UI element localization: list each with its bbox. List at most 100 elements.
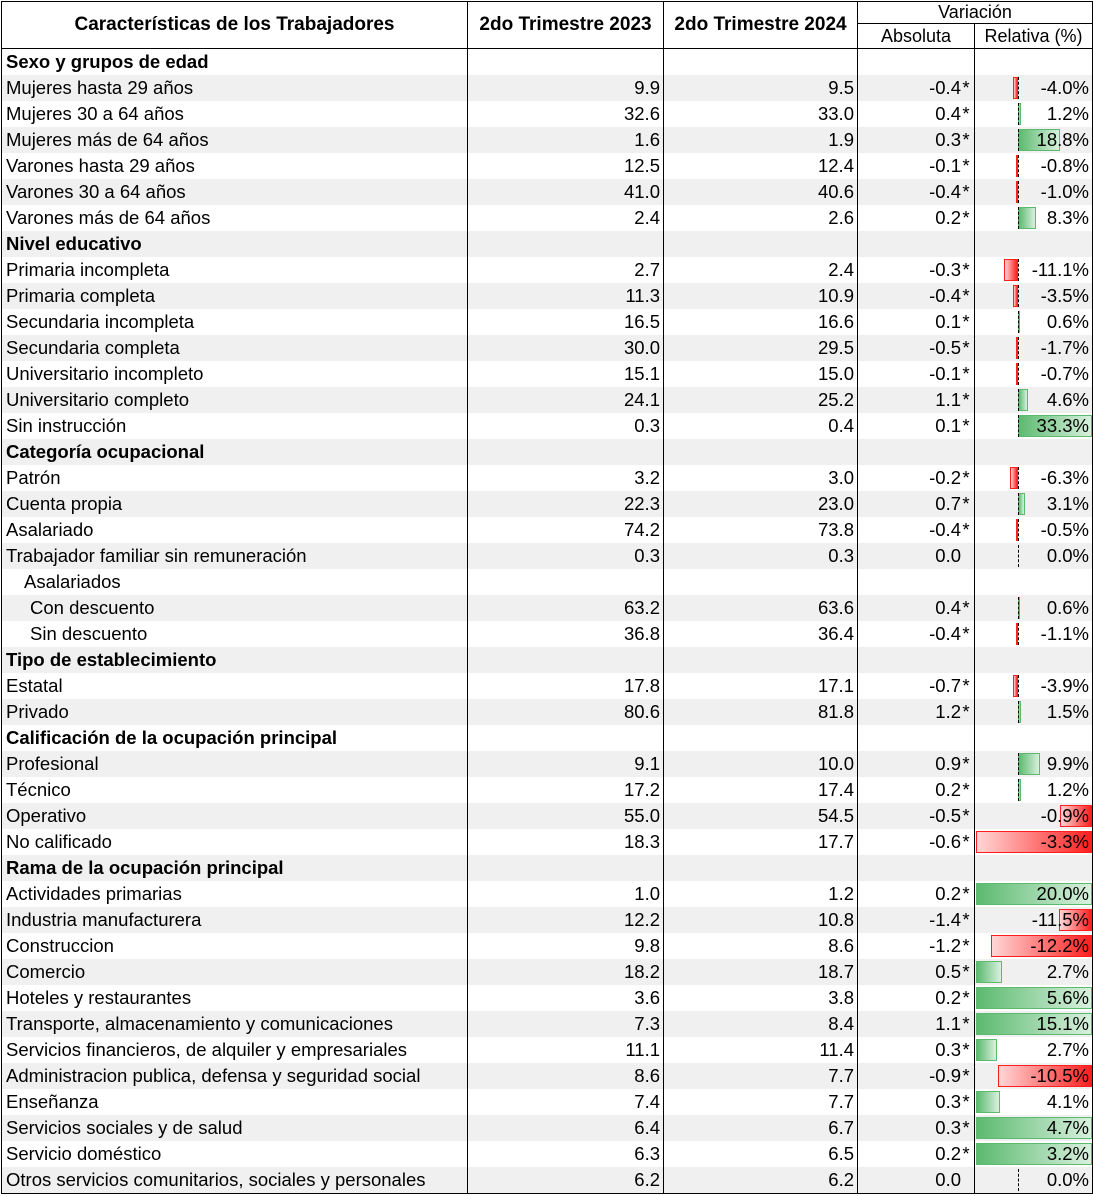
- value-2024: [663, 231, 858, 257]
- value-2023: 0.3: [467, 413, 664, 439]
- significance-marker: *: [962, 961, 970, 982]
- value-2024: 25.2: [663, 387, 858, 413]
- variation-absolute: [857, 48, 975, 75]
- positive-bar: [976, 883, 1092, 905]
- variation-absolute: -0.4*: [857, 179, 975, 205]
- negative-bar: [1013, 285, 1018, 307]
- positive-bar: [976, 987, 1092, 1009]
- table-row: Servicios financieros, de alquiler y emp…: [1, 1037, 1093, 1063]
- row-label: Patrón: [1, 465, 468, 491]
- variation-absolute: -0.1*: [857, 153, 975, 179]
- absolute-value: 0.7: [935, 493, 961, 514]
- variation-relative: [974, 855, 1093, 881]
- table-row: Mujeres hasta 29 años 9.9 9.5 -0.4* -4.0%: [1, 75, 1093, 101]
- negative-bar: [1012, 675, 1018, 697]
- relative-databar: -1.7%: [976, 335, 1092, 361]
- row-label: Servicios financieros, de alquiler y emp…: [1, 1037, 468, 1063]
- row-label: Hoteles y restaurantes: [1, 985, 468, 1011]
- variation-absolute: 0.3*: [857, 1089, 975, 1115]
- row-label: Con descuento: [1, 595, 468, 621]
- value-2024: 29.5: [663, 335, 858, 361]
- databar-axis: [1018, 779, 1019, 801]
- databar-axis: [1018, 545, 1019, 567]
- row-label: Comercio: [1, 959, 468, 985]
- absolute-value: -0.5: [929, 805, 961, 826]
- absolute-value: 0.2: [935, 779, 961, 800]
- variation-relative: -3.3%: [974, 829, 1093, 855]
- value-2024: 2.4: [663, 257, 858, 283]
- value-2023: 55.0: [467, 803, 664, 829]
- table-body: Sexo y grupos de edad Mujeres hasta 29 añ…: [1, 48, 1093, 1194]
- significance-marker: *: [962, 623, 970, 644]
- absolute-value: -0.9: [929, 1065, 961, 1086]
- positive-bar: [976, 1117, 1092, 1139]
- relative-databar: -1.0%: [976, 179, 1092, 205]
- relative-databar: -0.8%: [976, 153, 1092, 179]
- databar-axis: [1018, 753, 1019, 775]
- variation-absolute: 0.1*: [857, 413, 975, 439]
- variation-relative: -4.0%: [974, 75, 1093, 101]
- value-2024: 6.2: [663, 1167, 858, 1194]
- variation-absolute: 0.2*: [857, 881, 975, 907]
- negative-bar: [976, 831, 1092, 853]
- relative-databar: -0.5%: [976, 517, 1092, 543]
- relative-value: 1.5%: [1046, 701, 1089, 722]
- absolute-value: -0.4: [929, 519, 961, 540]
- negative-bar: [1012, 77, 1018, 99]
- significance-marker: *: [962, 1091, 970, 1112]
- value-2023: 0.3: [467, 543, 664, 569]
- value-2024: 36.4: [663, 621, 858, 647]
- positive-bar: [1018, 389, 1029, 411]
- value-2023: 6.4: [467, 1115, 664, 1141]
- table-row: Enseñanza 7.4 7.7 0.3* 4.1%: [1, 1089, 1093, 1115]
- absolute-value: 0.3: [935, 1117, 961, 1138]
- variation-absolute: 0.0: [857, 1167, 975, 1194]
- variation-relative: -1.0%: [974, 179, 1093, 205]
- relative-value: 1.2%: [1046, 103, 1089, 124]
- absolute-value: 1.1: [935, 389, 961, 410]
- row-label: Otros servicios comunitarios, sociales y…: [1, 1167, 468, 1194]
- variation-absolute: 1.1*: [857, 387, 975, 413]
- absolute-value: -0.1: [929, 363, 961, 384]
- variation-relative: -11.1%: [974, 257, 1093, 283]
- header-relative: Relativa (%): [974, 23, 1093, 49]
- header-variation: Variación: [857, 1, 1093, 24]
- value-2024: 16.6: [663, 309, 858, 335]
- relative-databar: 0.0%: [976, 1167, 1092, 1193]
- table-row: Mujeres 30 a 64 años 32.6 33.0 0.4* 1.2%: [1, 101, 1093, 127]
- value-2024: 10.9: [663, 283, 858, 309]
- value-2024: 81.8: [663, 699, 858, 725]
- table-row: Sin descuento 36.8 36.4 -0.4* -1.1%: [1, 621, 1093, 647]
- significance-marker: *: [962, 701, 970, 722]
- value-2024: [663, 647, 858, 673]
- absolute-value: 0.4: [935, 597, 961, 618]
- variation-absolute: -0.3*: [857, 257, 975, 283]
- row-label: Industria manufacturera: [1, 907, 468, 933]
- row-label: Actividades primarias: [1, 881, 468, 907]
- positive-bar: [976, 961, 1003, 983]
- value-2024: 33.0: [663, 101, 858, 127]
- variation-absolute: -0.4*: [857, 283, 975, 309]
- row-label: Técnico: [1, 777, 468, 803]
- databar-axis: [1018, 259, 1019, 281]
- row-label: Sin instrucción: [1, 413, 468, 439]
- table-row: Varones hasta 29 años 12.5 12.4 -0.1* -0.8%: [1, 153, 1093, 179]
- table-row: Varones más de 64 años 2.4 2.6 0.2* 8.3%: [1, 205, 1093, 231]
- relative-databar: -4.0%: [976, 75, 1092, 101]
- variation-absolute: 0.5*: [857, 959, 975, 985]
- variation-absolute: -1.4*: [857, 907, 975, 933]
- value-2023: 80.6: [467, 699, 664, 725]
- value-2023: 41.0: [467, 179, 664, 205]
- value-2023: 36.8: [467, 621, 664, 647]
- databar-axis: [1018, 181, 1019, 203]
- absolute-value: -0.5: [929, 337, 961, 358]
- value-2023: 24.1: [467, 387, 664, 413]
- value-2023: [467, 439, 664, 465]
- databar-axis: [1018, 597, 1019, 619]
- variation-absolute: [857, 855, 975, 881]
- value-2024: 0.4: [663, 413, 858, 439]
- negative-bar: [1015, 337, 1018, 359]
- negative-bar: [1016, 363, 1018, 385]
- value-2023: 16.5: [467, 309, 664, 335]
